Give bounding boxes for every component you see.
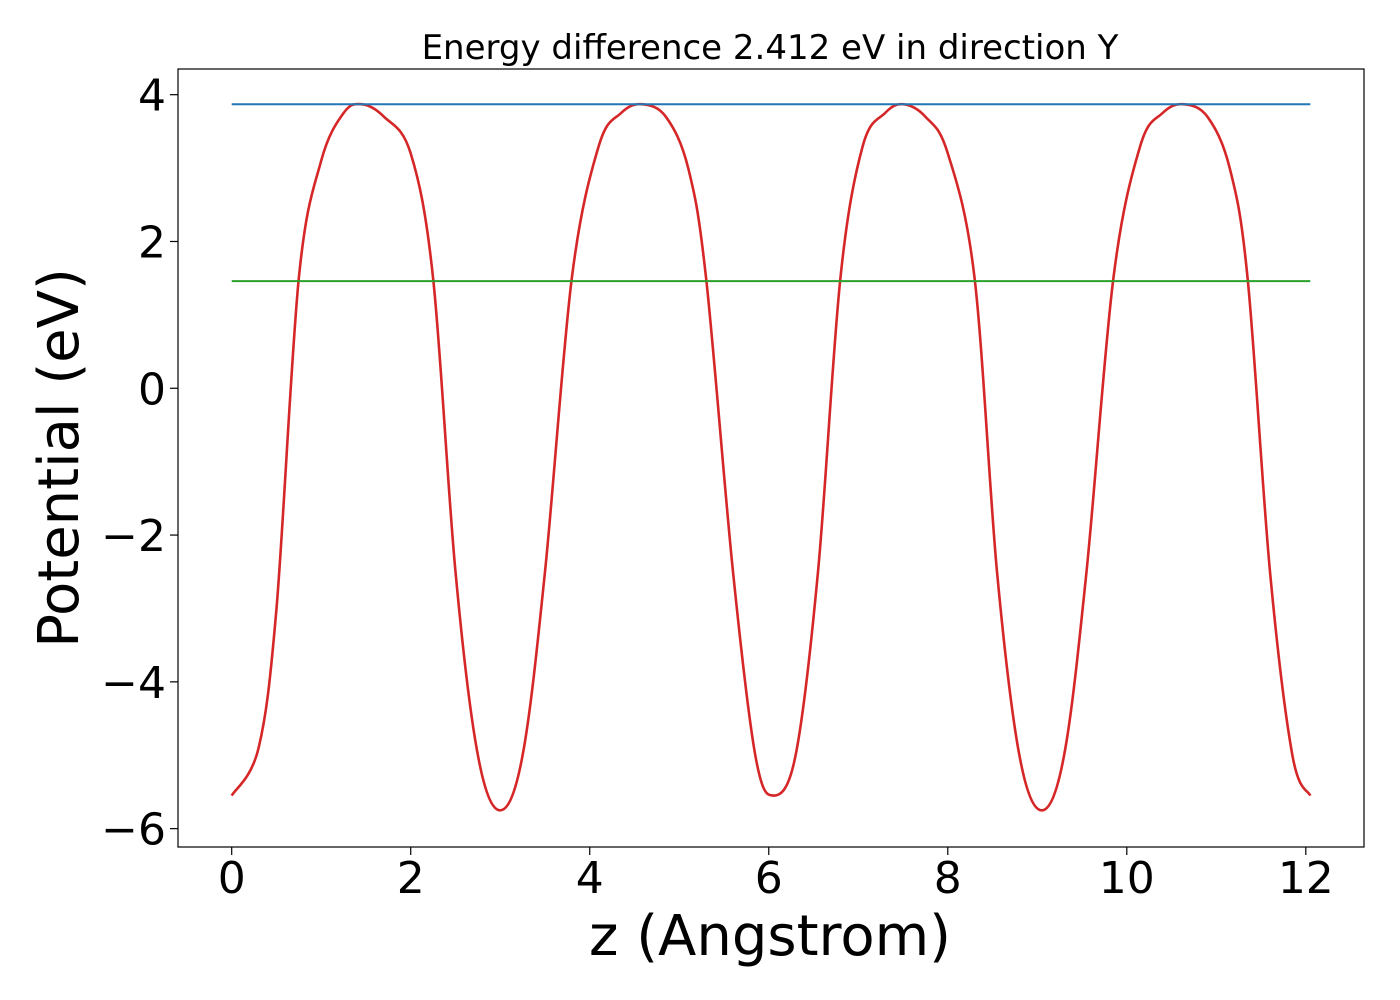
y-tick-label: −4: [101, 658, 166, 709]
y-tick-label: 4: [138, 71, 166, 122]
x-tick-label: 4: [576, 853, 604, 904]
plot-frame: [177, 68, 1365, 848]
y-axis: 4 2 0 −2 −4 −6: [101, 71, 178, 856]
x-tick-label: 8: [934, 853, 962, 904]
y-tick-label: −6: [101, 805, 166, 856]
x-tick-label: 12: [1278, 853, 1334, 904]
y-axis-label: Potential (eV): [27, 268, 92, 648]
plot-area: [230, 102, 1312, 812]
x-tick-label: 6: [755, 853, 783, 904]
x-tick-label: 2: [397, 853, 425, 904]
x-tick-label: 0: [218, 853, 246, 904]
y-tick-label: −2: [101, 511, 166, 562]
x-axis-label: z (Angstrom): [589, 904, 951, 969]
chart-title: Energy difference 2.412 eV in direction …: [422, 28, 1119, 68]
y-tick-label: 2: [138, 217, 166, 268]
x-axis: 0 2 4 6 8 10 12: [218, 847, 1334, 904]
y-tick-label: 0: [138, 364, 166, 415]
x-tick-label: 10: [1099, 853, 1155, 904]
potential-curve: [230, 102, 1312, 812]
